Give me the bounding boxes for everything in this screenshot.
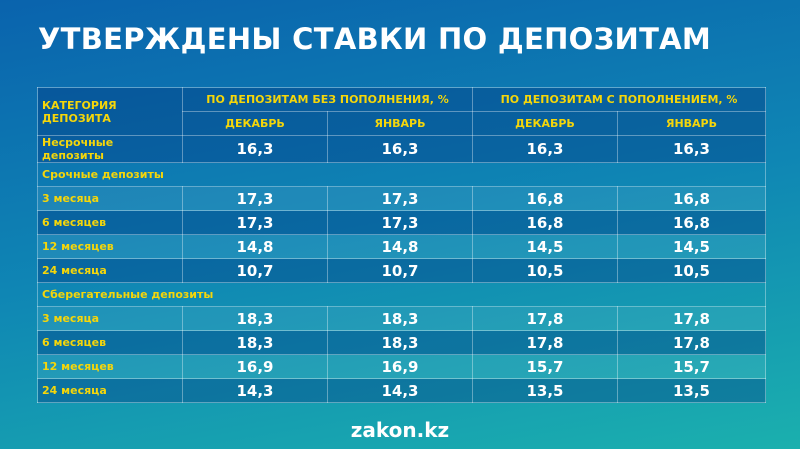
month-header: ДЕКАБРЬ: [472, 111, 618, 136]
rate-cell: 18,3: [182, 306, 328, 331]
rate-cell: 10,5: [617, 258, 766, 283]
rate-cell: 13,5: [472, 378, 618, 403]
rate-cell: 18,3: [182, 330, 328, 355]
rate-cell: 16,8: [617, 186, 766, 211]
rate-cell: 17,3: [182, 210, 328, 235]
table-body: КАТЕГОРИЯ ДЕПОЗИТА ПО ДЕПОЗИТАМ БЕЗ ПОПОЛ…: [37, 87, 766, 403]
row-label: 3 месяца: [37, 186, 183, 211]
rate-cell: 17,8: [472, 306, 618, 331]
rate-cell: 10,5: [472, 258, 618, 283]
brand: zakon.kz: [350, 418, 450, 442]
rate-cell: 14,3: [182, 378, 328, 403]
rate-cell: 14,8: [182, 234, 328, 259]
data-row: 12 месяцев 14,8 14,8 14,5 14,5: [37, 234, 766, 259]
rate-cell: 16,8: [472, 186, 618, 211]
header-row: КАТЕГОРИЯ ДЕПОЗИТА ПО ДЕПОЗИТАМ БЕЗ ПОПОЛ…: [37, 87, 766, 136]
rate-cell: 13,5: [617, 378, 766, 403]
rate-cell: 15,7: [617, 354, 766, 379]
rate-cell: 16,3: [182, 135, 328, 163]
category-header: КАТЕГОРИЯ ДЕПОЗИТА: [37, 87, 183, 136]
data-row: Несрочные депозиты 16,3 16,3 16,3 16,3: [37, 135, 766, 163]
section-row: Срочные депозиты: [37, 162, 766, 187]
rate-cell: 17,3: [327, 186, 473, 211]
section-row: Сберегательные депозиты: [37, 282, 766, 307]
rate-cell: 16,9: [182, 354, 328, 379]
group-header: ПО ДЕПОЗИТАМ БЕЗ ПОПОЛНЕНИЯ, %: [182, 87, 473, 112]
row-label: Несрочные депозиты: [37, 135, 183, 163]
month-header: ДЕКАБРЬ: [182, 111, 328, 136]
row-label: 12 месяцев: [37, 234, 183, 259]
rate-cell: 15,7: [472, 354, 618, 379]
data-row: 3 месяца 17,3 17,3 16,8 16,8: [37, 186, 766, 211]
rate-cell: 18,3: [327, 306, 473, 331]
data-row: 12 месяцев 16,9 16,9 15,7 15,7: [37, 354, 766, 379]
month-header: ЯНВАРЬ: [617, 111, 766, 136]
row-label: 24 месяца: [37, 258, 183, 283]
row-label: 12 месяцев: [37, 354, 183, 379]
data-row: 6 месяцев 18,3 18,3 17,8 17,8: [37, 330, 766, 355]
row-label: 6 месяцев: [37, 210, 183, 235]
row-label: 6 месяцев: [37, 330, 183, 355]
data-row: 6 месяцев 17,3 17,3 16,8 16,8: [37, 210, 766, 235]
rate-cell: 16,8: [617, 210, 766, 235]
rate-cell: 14,3: [327, 378, 473, 403]
section-title: Сберегательные депозиты: [37, 282, 766, 307]
rate-cell: 18,3: [327, 330, 473, 355]
month-header: ЯНВАРЬ: [327, 111, 473, 136]
rates-table: КАТЕГОРИЯ ДЕПОЗИТА ПО ДЕПОЗИТАМ БЕЗ ПОПОЛ…: [37, 87, 766, 403]
rate-cell: 17,8: [617, 330, 766, 355]
rate-cell: 17,8: [472, 330, 618, 355]
section-title: Срочные депозиты: [37, 162, 766, 187]
rate-cell: 10,7: [327, 258, 473, 283]
data-row: 24 месяца 10,7 10,7 10,5 10,5: [37, 258, 766, 283]
rate-cell: 16,8: [472, 210, 618, 235]
rate-cell: 16,3: [327, 135, 473, 163]
header-row: ДЕКАБРЬ ЯНВАРЬ ДЕКАБРЬ ЯНВАРЬ: [38, 111, 766, 136]
row-label: 3 месяца: [37, 306, 183, 331]
data-row: 24 месяца 14,3 14,3 13,5 13,5: [37, 378, 766, 403]
rate-cell: 17,3: [327, 210, 473, 235]
rate-cell: 10,7: [182, 258, 328, 283]
title: УТВЕРЖДЕНЫ СТАВКИ ПО ДЕПОЗИТАМ: [38, 22, 712, 56]
rate-cell: 16,9: [327, 354, 473, 379]
group-header: ПО ДЕПОЗИТАМ С ПОПОЛНЕНИЕМ, %: [472, 87, 766, 112]
rate-cell: 17,8: [617, 306, 766, 331]
rate-cell: 14,5: [617, 234, 766, 259]
rate-cell: 14,8: [327, 234, 473, 259]
data-row: 3 месяца 18,3 18,3 17,8 17,8: [37, 306, 766, 331]
rate-cell: 17,3: [182, 186, 328, 211]
rate-cell: 16,3: [617, 135, 766, 163]
rate-cell: 16,3: [472, 135, 618, 163]
row-label: 24 месяца: [37, 378, 183, 403]
rate-cell: 14,5: [472, 234, 618, 259]
